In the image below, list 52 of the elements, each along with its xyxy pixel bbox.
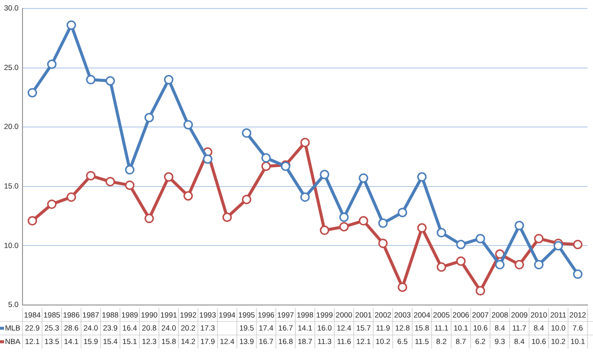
point (339, 222, 349, 232)
point (106, 76, 116, 86)
point (124, 165, 134, 175)
point (47, 59, 57, 69)
point (164, 172, 174, 182)
point (222, 212, 232, 222)
point (86, 74, 96, 84)
point (573, 240, 583, 250)
point (398, 208, 408, 218)
point (436, 228, 446, 238)
point (66, 192, 76, 202)
point (202, 154, 212, 164)
point (378, 218, 388, 228)
point (86, 170, 96, 180)
point (164, 74, 174, 84)
point (514, 220, 524, 230)
point (183, 191, 193, 201)
point (106, 176, 116, 186)
point (339, 212, 349, 222)
point (242, 194, 252, 204)
point (66, 20, 76, 30)
point (358, 173, 368, 183)
point (358, 216, 368, 226)
point (534, 260, 544, 270)
point (476, 234, 486, 244)
point (28, 216, 38, 226)
point (124, 180, 134, 190)
point (456, 256, 466, 266)
point (261, 161, 271, 171)
point (144, 214, 154, 224)
point (183, 120, 193, 130)
point (320, 226, 330, 236)
point (495, 249, 505, 259)
point (320, 170, 330, 180)
point (144, 112, 154, 122)
point (514, 260, 524, 270)
point (378, 238, 388, 248)
point (28, 88, 38, 98)
point (261, 153, 271, 163)
point (476, 286, 486, 296)
point (242, 128, 252, 138)
point (300, 192, 310, 202)
point (456, 240, 466, 250)
point (534, 234, 544, 244)
point (495, 260, 505, 270)
point (417, 172, 427, 182)
point (573, 269, 583, 279)
point (436, 262, 446, 272)
point (47, 199, 57, 209)
point (300, 138, 310, 148)
point (398, 282, 408, 292)
point (417, 223, 427, 233)
